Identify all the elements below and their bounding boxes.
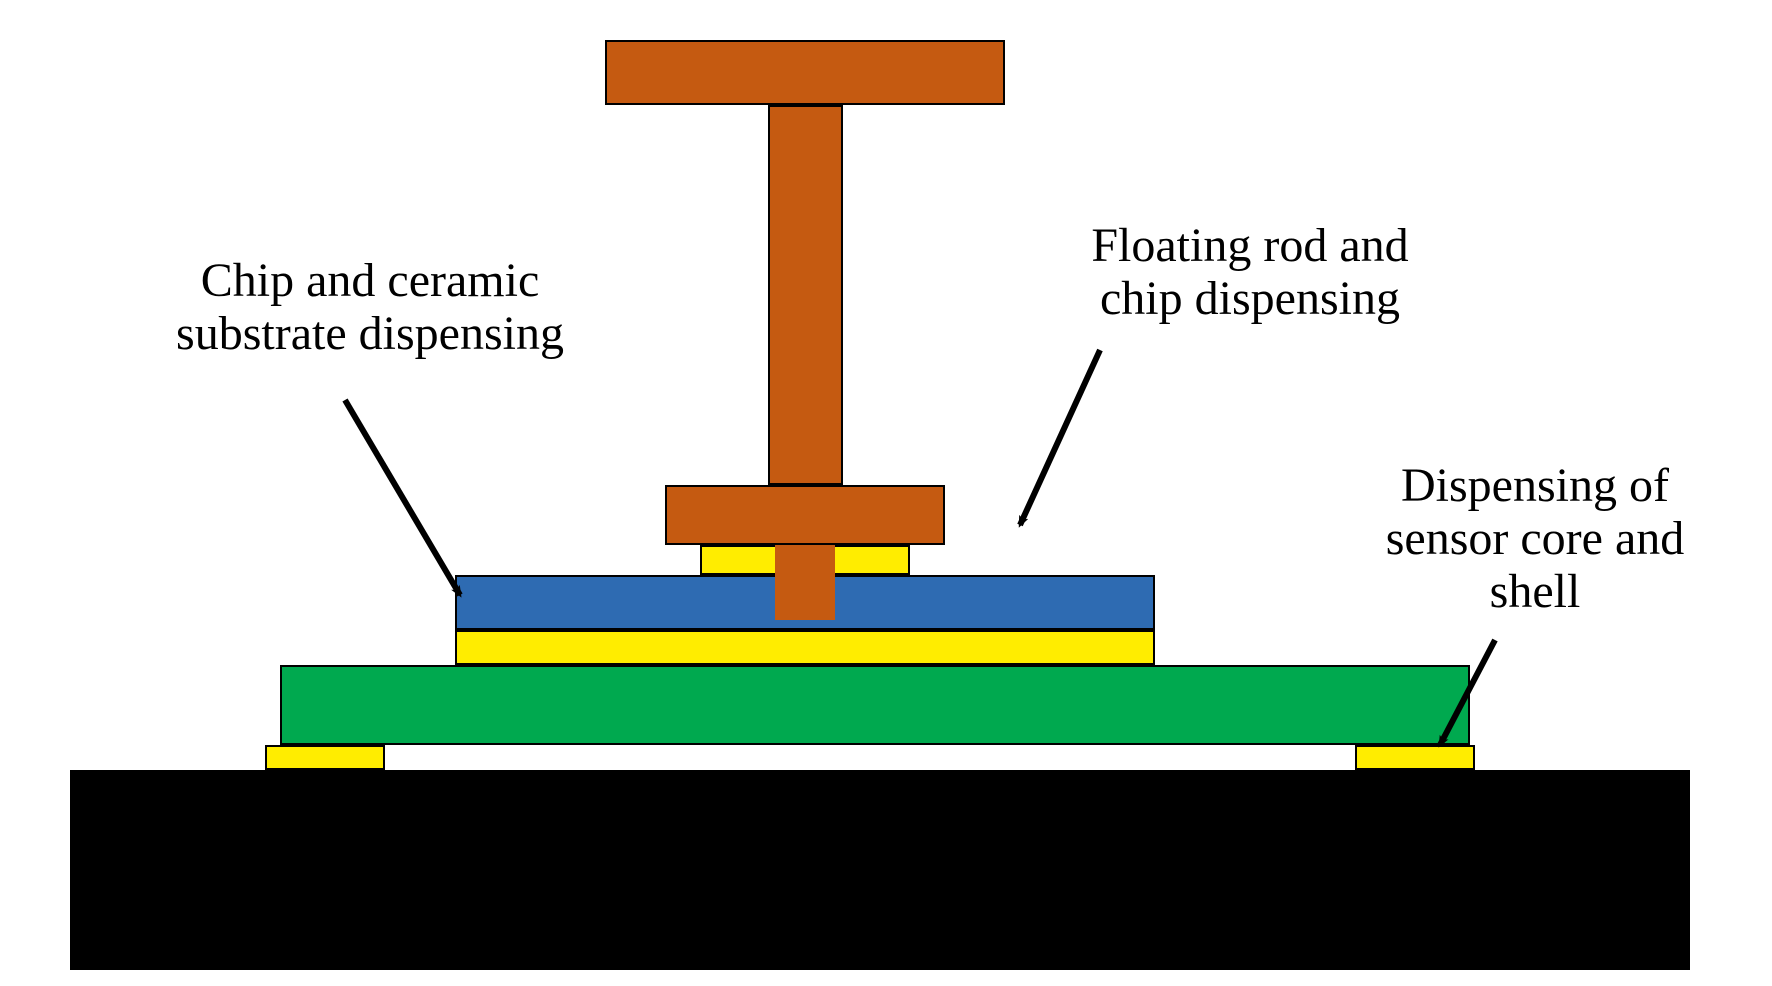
label-sensor-core-shell: Dispensing of sensor core and shell (1320, 460, 1750, 618)
label-floating-rod-chip: Floating rod and chip dispensing (1000, 220, 1500, 326)
label-chip-ceramic-substrate: Chip and ceramic substrate dispensing (90, 255, 650, 361)
arrow-to-floating-rod (990, 320, 1130, 555)
